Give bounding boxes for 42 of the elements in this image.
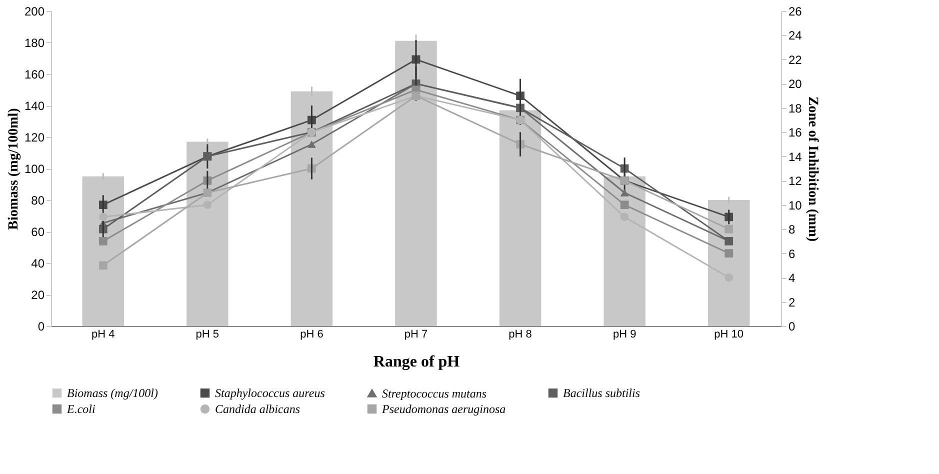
x-tick-label: pH 5 [196, 328, 220, 340]
y-axis-title: Biomass (mg/100ml) [6, 108, 22, 230]
y-tick-label: 0 [38, 320, 45, 334]
x-axis-title: Range of pH [373, 354, 460, 370]
y-tick-label: 200 [24, 4, 45, 18]
y2-tick-label: 26 [788, 4, 802, 18]
legend-label: Staphylococcus aureus [215, 386, 326, 400]
legend-label: Candida albicans [215, 402, 300, 416]
y-tick-label: 100 [24, 162, 45, 176]
y-tick-label: 60 [31, 225, 45, 239]
y-tick-label: 180 [24, 36, 45, 50]
x-tick-label: pH 6 [300, 328, 324, 340]
y-tick-label: 80 [31, 194, 45, 208]
x-tick-label: pH 7 [404, 328, 428, 340]
x-tick-label: pH 8 [508, 328, 532, 340]
y-tick-label: 140 [24, 99, 45, 113]
y2-tick-label: 2 [788, 295, 796, 310]
y2-axis-title: Zone of Inhibition (mm) [804, 96, 820, 242]
legend-label: E.coli [66, 402, 96, 416]
y2-tick-label: 4 [788, 271, 796, 286]
y2-tick-label: 22 [788, 52, 802, 67]
y-tick-label: 160 [24, 68, 45, 82]
y2-tick-label: 20 [788, 77, 802, 92]
legend-label: Pseudomonas aeruginosa [381, 402, 506, 416]
y2-tick-label: 8 [788, 222, 796, 237]
legend-label: Biomass (mg/100l) [67, 386, 158, 400]
y2-tick-label: 18 [788, 101, 802, 116]
legend-label: Bacillus subtilis [563, 386, 640, 400]
legend-label: Streptococcus mutans [382, 386, 487, 400]
x-tick-label: pH 9 [612, 328, 636, 340]
y2-tick-label: 6 [788, 246, 796, 261]
y-tick-label: 20 [31, 288, 45, 302]
y2-tick-label: 14 [788, 150, 802, 164]
y2-tick-label: 24 [788, 28, 802, 43]
y2-tick-label: 16 [788, 126, 802, 140]
y2-tick-label: 12 [788, 174, 802, 188]
x-tick-label: pH 10 [714, 328, 744, 340]
y2-tick-label: 0 [788, 320, 796, 334]
y-tick-label: 120 [24, 130, 45, 144]
y-tick-label: 40 [31, 256, 45, 270]
x-tick-label: pH 4 [92, 328, 115, 340]
y2-tick-label: 10 [788, 198, 802, 212]
